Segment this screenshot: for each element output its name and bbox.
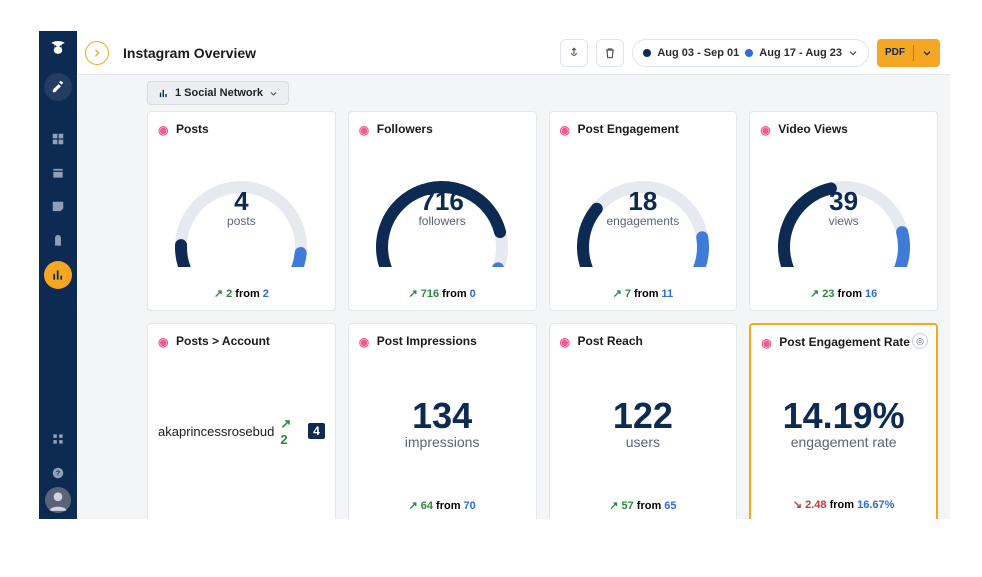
card-posts: ◉ Posts 4 posts ↗ 2 from 2 [147,111,336,311]
subbar: 1 Social Network [77,75,950,111]
nav-inbox[interactable] [44,193,72,221]
nav-analytics[interactable] [44,261,72,289]
chevron-down-icon [848,48,858,58]
drag-handle-icon[interactable]: ◉ [359,123,371,135]
pdf-label: PDF [885,47,905,58]
chevron-down-icon [922,48,932,58]
page-title: Instagram Overview [117,45,552,61]
drag-handle-icon[interactable]: ◉ [158,335,170,347]
card-engagement: ◉ Post Engagement 18 engagements ↗ 7 fro… [549,111,738,311]
date-range-2: Aug 17 - Aug 23 [759,47,842,59]
metric-unit: posts [227,214,256,228]
nav-clipboard[interactable] [44,227,72,255]
metric-value: 134 [412,398,472,434]
metric-value: 122 [613,398,673,434]
divider [913,45,914,61]
sidebar-toggle[interactable] [85,41,109,65]
drag-handle-icon[interactable]: ◉ [761,336,773,348]
metric-unit: impressions [405,434,480,450]
account-change: ↗ 2 [280,416,302,447]
export-pdf-button[interactable]: PDF [877,39,940,67]
chevron-down-icon [269,89,278,98]
brand-logo [46,37,70,59]
account-name: akaprincessrosebud [158,424,274,439]
network-filter-chip[interactable]: 1 Social Network [147,81,289,105]
metric-value: 14.19% [783,398,905,434]
card-posts-by-account: ◉ Posts > Account akaprincessrosebud ↗ 2… [147,323,336,519]
drag-handle-icon[interactable]: ◉ [359,335,371,347]
nav-help[interactable]: ? [44,459,72,487]
range1-dot-icon [643,49,651,57]
metric-unit: views [829,214,859,228]
user-avatar[interactable] [45,487,71,513]
date-range-picker[interactable]: Aug 03 - Sep 01 Aug 17 - Aug 23 [632,39,869,67]
card-title: Followers [377,122,433,136]
metric-value: 18 [607,188,680,214]
main-area: Instagram Overview Aug 03 - Sep 01 Aug 1… [77,31,950,519]
delete-button[interactable] [596,39,624,67]
gauge: 18 engagements [560,136,727,287]
card-title: Post Engagement [578,122,679,136]
nav-rail: ? [39,31,77,519]
metric-unit: engagements [607,214,680,228]
range2-dot-icon [745,49,753,57]
card-title: Post Reach [578,334,643,348]
gauge: 716 followers [359,136,526,287]
network-chip-label: 1 Social Network [175,87,263,99]
metrics-grid: ◉ Posts 4 posts ↗ 2 from 2 ◉ Follo [77,111,950,519]
metric-delta: ↗ 64 from 70 [359,499,526,514]
nav-compose[interactable] [44,73,72,101]
card-title: Post Engagement Rate [779,335,910,349]
account-total: 4 [308,423,325,439]
card-engagement-rate: ◉ Post Engagement Rate ◎ 14.19% engageme… [749,323,938,519]
drag-handle-icon[interactable]: ◉ [560,335,572,347]
metric-unit: followers [418,214,465,228]
card-title: Video Views [778,122,848,136]
metric-value: 716 [418,188,465,214]
card-followers: ◉ Followers 716 followers ↗ 716 from 0 [348,111,537,311]
nav-calendar[interactable] [44,159,72,187]
metric-delta: ↘ 2.48 from 16.67% [761,498,926,513]
gauge: 4 posts [158,136,325,287]
metric-delta: ↗ 23 from 16 [760,287,927,302]
metric-delta: ↗ 57 from 65 [560,499,727,514]
nav-dashboard[interactable] [44,125,72,153]
drag-handle-icon[interactable]: ◉ [158,123,170,135]
bars-icon [158,88,169,99]
share-button[interactable] [560,39,588,67]
card-title: Posts > Account [176,334,270,348]
card-title: Posts [176,122,209,136]
card-menu-button[interactable]: ◎ [912,333,928,349]
gauge: 39 views [760,136,927,287]
metric-unit: users [626,434,660,450]
date-range-1: Aug 03 - Sep 01 [657,47,739,59]
card-reach: ◉ Post Reach 122 users ↗ 57 from 65 [549,323,738,519]
svg-text:?: ? [56,470,60,477]
metric-unit: engagement rate [791,434,897,450]
account-row: akaprincessrosebud ↗ 2 4 [158,348,325,514]
topbar: Instagram Overview Aug 03 - Sep 01 Aug 1… [77,31,950,75]
drag-handle-icon[interactable]: ◉ [760,123,772,135]
drag-handle-icon[interactable]: ◉ [560,123,572,135]
metric-delta: ↗ 2 from 2 [158,287,325,302]
metric-delta: ↗ 716 from 0 [359,287,526,302]
nav-apps[interactable] [44,425,72,453]
card-impressions: ◉ Post Impressions 134 impressions ↗ 64 … [348,323,537,519]
app-viewport: ? Instagram Overview Aug 03 - Sep 01 Aug… [39,31,950,519]
card-video-views: ◉ Video Views 39 views ↗ 23 from 16 [749,111,938,311]
card-title: Post Impressions [377,334,477,348]
metric-delta: ↗ 7 from 11 [560,287,727,302]
metric-value: 39 [829,188,859,214]
metric-value: 4 [227,188,256,214]
